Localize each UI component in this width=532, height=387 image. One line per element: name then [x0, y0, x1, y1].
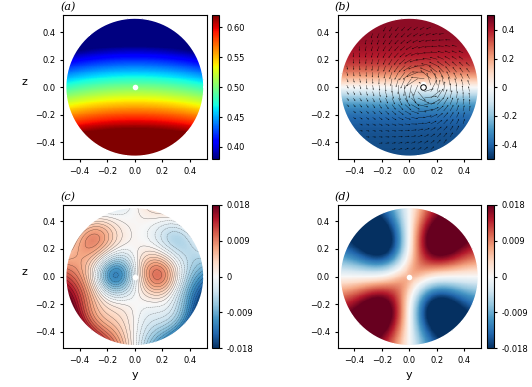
Y-axis label: z: z: [21, 77, 27, 87]
Text: (d): (d): [335, 192, 351, 202]
Text: (c): (c): [60, 192, 75, 202]
Text: (b): (b): [335, 2, 351, 13]
Text: (a): (a): [60, 2, 76, 13]
X-axis label: y: y: [131, 370, 138, 380]
X-axis label: y: y: [406, 370, 413, 380]
Y-axis label: z: z: [21, 267, 27, 277]
